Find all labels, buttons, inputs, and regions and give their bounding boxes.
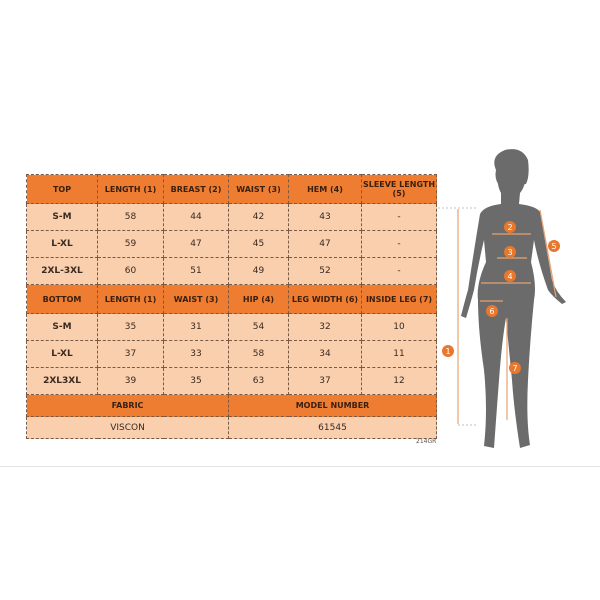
table-cell: 59 (97, 230, 164, 258)
table-cell: 43 (288, 203, 362, 231)
table-cell: 44 (163, 203, 229, 231)
table-cell: 31 (163, 313, 229, 341)
product-code: 214GR (416, 438, 437, 445)
table-cell: 10 (361, 313, 437, 341)
header-cell: WAIST (3) (228, 174, 289, 204)
divider (0, 466, 600, 467)
marker-label: 5 (551, 242, 556, 251)
table-cell: 2XL3XL (26, 367, 98, 395)
marker-circle-4 (504, 270, 516, 282)
top-header-row: TOP LENGTH (1) BREAST (2) WAIST (3) HEM (4) S… (26, 174, 437, 204)
marker-label: 7 (512, 364, 517, 373)
table-row: 2XL3XL 39 35 63 37 12 (26, 367, 437, 395)
measure-lines (438, 207, 557, 426)
table-cell: 54 (228, 313, 289, 341)
table-row: S-M 35 31 54 32 10 (26, 313, 437, 341)
marker-circle-1 (442, 345, 454, 357)
silhouette (461, 149, 566, 448)
table-cell: L-XL (26, 230, 98, 258)
table-cell: 63 (228, 367, 289, 395)
table-cell: 35 (163, 367, 229, 395)
header-cell: HIP (4) (228, 284, 289, 314)
table-row: S-M 58 44 42 43- (26, 203, 437, 231)
fabric-value: VISCON (26, 416, 229, 439)
table-cell: 58 (97, 203, 164, 231)
table-cell: 42 (228, 203, 289, 231)
marker-label: 6 (489, 307, 494, 316)
table-cell: 51 (163, 257, 229, 285)
marker-circle-7 (509, 362, 521, 374)
marker-circle-6 (486, 305, 498, 317)
table-cell: 37 (288, 367, 362, 395)
header-cell: TOP (26, 174, 98, 204)
header-cell: LEG WIDTH (6) (288, 284, 362, 314)
footer-value-row: VISCON 61545 (26, 416, 437, 439)
table-cell: - (361, 203, 437, 231)
table-cell: 52 (288, 257, 362, 285)
table-cell: 11 (361, 340, 437, 368)
table-cell: 58 (228, 340, 289, 368)
table-row: L-XL 37 33 58 34 11 (26, 340, 437, 368)
fabric-label: FABRIC (26, 394, 229, 417)
table-cell: 32 (288, 313, 362, 341)
table-cell: 47 (163, 230, 229, 258)
bottom-header-row: BOTTOM LENGTH (1) WAIST (3) HIP (4) LEG WIDT… (26, 284, 437, 314)
header-cell: INSIDE LEG (7) (361, 284, 437, 314)
table-cell: 39 (97, 367, 164, 395)
table-row: 2XL-3XL 60 51 49 52- (26, 257, 437, 285)
header-cell: BOTTOM (26, 284, 98, 314)
table-cell: S-M (26, 203, 98, 231)
marker-label: 2 (507, 223, 512, 232)
marker-label: 1 (445, 347, 450, 356)
marker-label: 3 (507, 248, 512, 257)
header-cell: SLEEVE LENGTH (5) (361, 174, 437, 204)
table-cell: 35 (97, 313, 164, 341)
model-number-value: 61545 (228, 416, 437, 439)
table-cell: - (361, 257, 437, 285)
marker-circle-3 (504, 246, 516, 258)
table-cell: - (361, 230, 437, 258)
header-cell: WAIST (3) (163, 284, 229, 314)
table-cell: 33 (163, 340, 229, 368)
table-cell: 49 (228, 257, 289, 285)
marker-circle-5 (548, 240, 560, 252)
marker-circle-2 (504, 221, 516, 233)
marker-label: 4 (507, 272, 512, 281)
table-cell: 12 (361, 367, 437, 395)
header-cell: BREAST (2) (163, 174, 229, 204)
footer-header-row: FABRIC MODEL NUMBER (26, 394, 437, 417)
header-cell: HEM (4) (288, 174, 362, 204)
table-cell: 60 (97, 257, 164, 285)
size-chart-table: TOP LENGTH (1) BREAST (2) WAIST (3) HEM (4) S… (26, 174, 437, 439)
